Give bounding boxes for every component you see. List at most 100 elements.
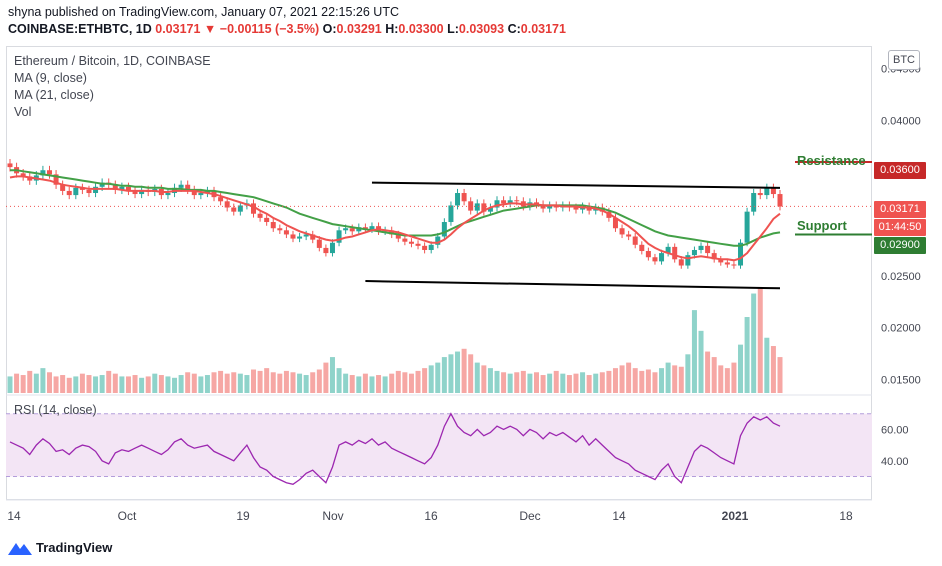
tradingview-footer[interactable]: TradingView [8, 540, 112, 555]
volume-bar [659, 368, 665, 393]
volume-bar [718, 365, 724, 393]
candle-body [553, 205, 559, 208]
candle-body [66, 190, 72, 196]
candle-body [738, 242, 744, 266]
candle-body [422, 245, 428, 250]
candle-body [573, 207, 579, 210]
candle-body [612, 217, 618, 229]
volume-bar [382, 376, 388, 393]
volume-bar [770, 346, 776, 393]
change-value: −0.00115 (−3.5%) [219, 22, 320, 36]
volume-bar [53, 376, 59, 393]
candle-body [119, 186, 125, 190]
candle-body [251, 203, 257, 214]
candle-body [349, 228, 355, 232]
candle-body [99, 182, 105, 187]
candle-body [46, 170, 52, 175]
candle-body [435, 236, 441, 245]
candle-body [224, 201, 230, 208]
candle-body [639, 244, 645, 252]
volume-bar [323, 362, 329, 393]
candle-body [724, 262, 730, 265]
volume-bar [106, 370, 112, 393]
volume-bar [139, 377, 145, 393]
volume-bar [632, 368, 638, 393]
volume-bar [172, 377, 178, 393]
volume-bar [211, 372, 217, 393]
candle-body [764, 187, 770, 196]
candle-body [303, 234, 309, 237]
volume-bar [20, 375, 26, 393]
volume-bar [455, 351, 461, 393]
volume-bar [369, 376, 375, 393]
volume-bar [99, 375, 105, 393]
volume-bar [705, 351, 711, 393]
candle-body [40, 170, 46, 176]
volume-bar [533, 372, 539, 393]
candle-body [297, 236, 303, 239]
candle-body [685, 255, 691, 266]
ohlc-line: COINBASE:ETHBTC, 1D 0.03171 ▼ −0.00115 (… [8, 22, 566, 36]
candle-body [718, 259, 724, 263]
volume-bar [277, 373, 283, 393]
candle-body [165, 193, 171, 196]
candle-body [705, 245, 711, 254]
volume-bar [415, 370, 421, 393]
candle-body [132, 190, 138, 195]
time-axis-label: Nov [322, 509, 343, 523]
volume-bar [290, 372, 296, 393]
candle-body [60, 184, 66, 191]
time-axis-label: 19 [236, 509, 250, 523]
volume-bar [441, 357, 447, 393]
volume-bar [310, 372, 316, 393]
candle-body [329, 242, 335, 254]
candle-body [665, 246, 671, 254]
candle-body [711, 253, 717, 260]
volume-bar [738, 344, 744, 393]
candle-body [626, 234, 632, 237]
rsi-band [6, 413, 872, 477]
volume-bar [645, 369, 651, 393]
candle-body [632, 236, 638, 245]
volume-bar [448, 354, 454, 393]
time-axis-label: 2021 [722, 509, 749, 523]
volume-bar [86, 375, 92, 393]
volume-bar [553, 370, 559, 393]
time-axis-label: Dec [519, 509, 540, 523]
volume-bar [514, 372, 520, 393]
candle-body [185, 184, 191, 190]
candle-body [652, 257, 658, 262]
volume-bar [573, 373, 579, 393]
candle-body [441, 222, 447, 237]
volume-bar [593, 373, 599, 393]
volume-bar [481, 365, 487, 393]
candle-body [125, 186, 131, 191]
candle-body [691, 249, 697, 256]
volume-bar [283, 370, 289, 393]
volume-bar [461, 348, 467, 393]
resistance-label: Resistance [797, 153, 866, 168]
volume-bar [40, 368, 46, 393]
price-axis-label: 0.04000 [881, 116, 921, 128]
volume-bar [665, 362, 671, 393]
candle-body [487, 207, 493, 212]
countdown-tag: 01:44:50 [874, 219, 926, 236]
candle-body [283, 230, 289, 235]
currency-badge[interactable]: BTC [888, 50, 920, 70]
candle-body [362, 227, 368, 230]
volume-bar [395, 370, 401, 393]
volume-bar [731, 362, 737, 393]
volume-bar [244, 375, 250, 393]
candle-body [540, 204, 546, 209]
volume-bar [198, 376, 204, 393]
chart-header: shyna published on TradingView.com, Janu… [0, 0, 942, 46]
volume-bar [119, 376, 125, 393]
volume-bar [599, 372, 605, 393]
channel-lower-line [365, 280, 781, 290]
volume-bar [678, 366, 684, 393]
support-label: Support [797, 218, 847, 233]
candle-body [277, 228, 283, 231]
candle-body [264, 217, 270, 223]
volume-bar [93, 376, 99, 393]
